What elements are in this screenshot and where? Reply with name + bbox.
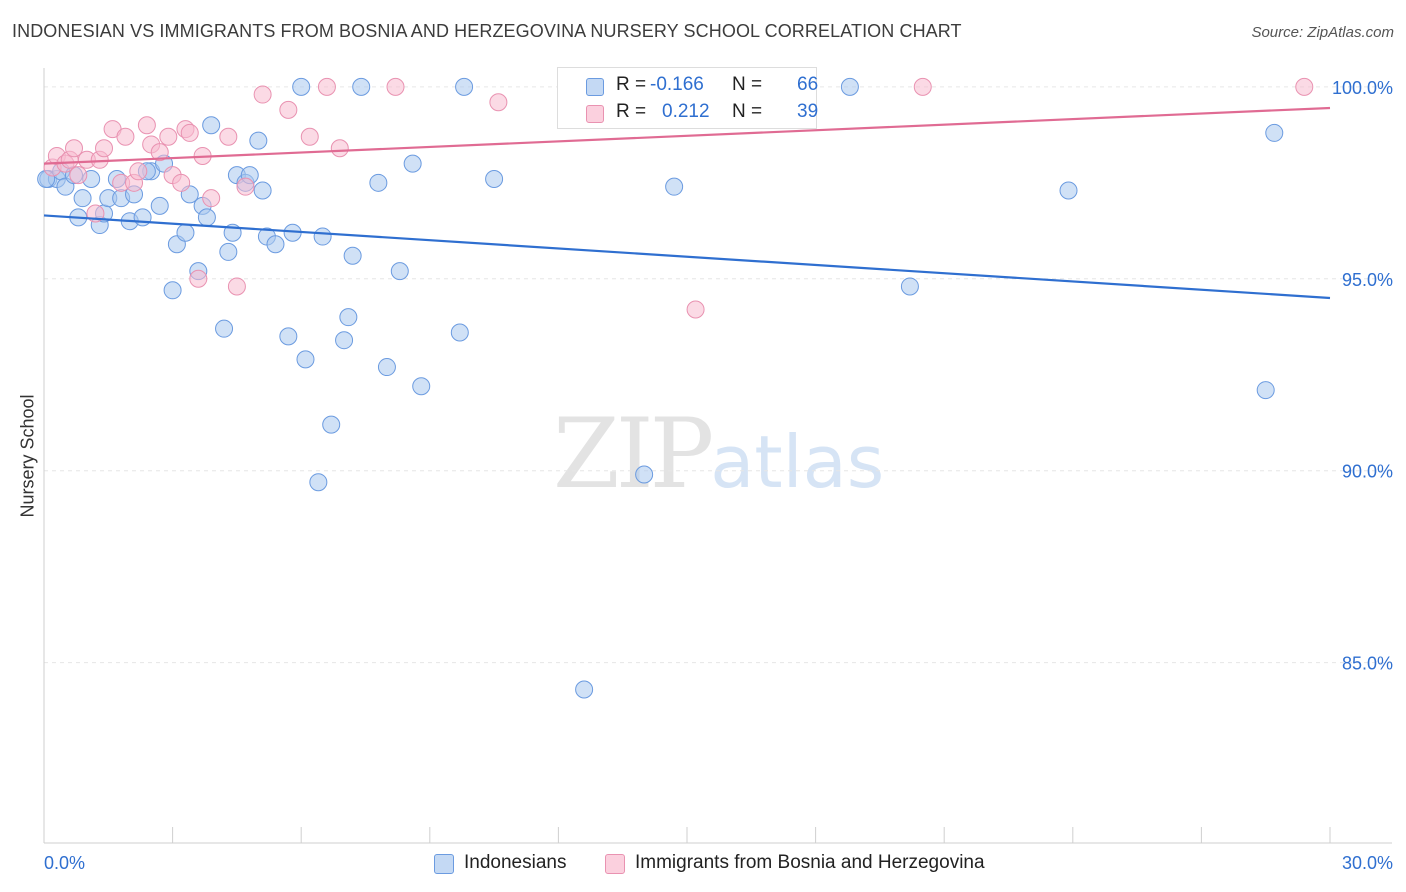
bosnia-point (386, 77, 405, 96)
watermark: ZIPatlas (553, 398, 884, 510)
legend-swatch-blue (586, 78, 604, 96)
indonesians-point (219, 242, 238, 261)
bosnia-point (129, 162, 148, 181)
indonesians-point (202, 116, 221, 135)
indonesians-point (266, 235, 285, 254)
watermark-atlas: atlas (710, 420, 885, 504)
indonesians-point (253, 181, 272, 200)
y-tick-label: 90.0% (1342, 462, 1393, 482)
bosnia-point (159, 127, 178, 146)
indonesians-point (249, 131, 268, 150)
bosnia-point (330, 139, 349, 158)
bosnia-point (202, 189, 221, 208)
axes (43, 68, 1392, 844)
legend-n-value: 39 (797, 101, 819, 122)
bosnia-trend-line (43, 106, 1331, 165)
indonesians-point (1059, 181, 1078, 200)
indonesians-point (377, 358, 396, 377)
correlation-legend: R = -0.166 N = 66 R = 0.212 N = 39 (557, 67, 819, 129)
indonesians-point (133, 208, 152, 227)
indonesians-point (485, 169, 504, 188)
indonesians-point (163, 281, 182, 300)
bottom-legend-swatch-pink (605, 854, 625, 874)
bosnia-point (489, 93, 508, 112)
bosnia-point (279, 100, 298, 119)
indonesians-point (450, 323, 469, 342)
indonesians-point (73, 189, 92, 208)
indonesians-point (176, 223, 195, 242)
indonesians-point (313, 227, 332, 246)
legend-n-label: N = (732, 74, 763, 95)
bosnia-point (219, 127, 238, 146)
bosnia-point (150, 143, 169, 162)
y-tick-label: 100.0% (1332, 78, 1393, 98)
legend-swatch-pink (586, 105, 604, 123)
legend-r-label: R = (616, 101, 647, 122)
indonesians-point (335, 331, 354, 350)
bottom-legend-label: Indonesians (464, 852, 567, 873)
indonesians-point (322, 415, 341, 434)
legend-r-value: 0.212 (662, 101, 710, 122)
bosnia-point (189, 269, 208, 288)
indonesians-point (390, 262, 409, 281)
indonesians-point (197, 208, 216, 227)
indonesians-points (37, 77, 1284, 699)
indonesians-point (412, 377, 431, 396)
indonesians-point (1265, 123, 1284, 142)
indonesians-point (1256, 381, 1275, 400)
legend-n-value: 66 (797, 74, 819, 95)
indonesians-point (309, 473, 328, 492)
indonesians-point (292, 77, 311, 96)
bottom-legend-label: Immigrants from Bosnia and Herzegovina (635, 852, 985, 873)
bosnia-point (69, 166, 88, 185)
indonesians-point (279, 327, 298, 346)
bottom-legend-swatch-blue (434, 854, 454, 874)
bosnia-point (116, 127, 135, 146)
indonesians-point (150, 196, 169, 215)
bosnia-point (95, 139, 114, 158)
indonesians-point (339, 308, 358, 327)
y-tick-label: 85.0% (1342, 654, 1393, 674)
indonesians-trend-line (43, 214, 1331, 300)
bosnia-point (137, 116, 156, 135)
indonesians-point (575, 680, 594, 699)
bosnia-point (913, 77, 932, 96)
bosnia-point (65, 139, 84, 158)
indonesians-point (455, 77, 474, 96)
x-tick-label: 0.0% (44, 853, 85, 873)
bosnia-point (253, 85, 272, 104)
trend-lines (43, 106, 1331, 300)
indonesians-point (352, 77, 371, 96)
indonesians-point (215, 319, 234, 338)
bosnia-points (43, 77, 1314, 319)
indonesians-point (403, 154, 422, 173)
source-label: Source: ZipAtlas.com (1251, 24, 1394, 41)
chart-title: INDONESIAN VS IMMIGRANTS FROM BOSNIA AND… (12, 21, 962, 41)
indonesians-point (665, 177, 684, 196)
bosnia-point (317, 77, 336, 96)
x-tick-label: 30.0% (1342, 853, 1393, 873)
legend-r-label: R = (616, 74, 647, 95)
y-tick-label: 95.0% (1342, 270, 1393, 290)
bosnia-point (172, 173, 191, 192)
indonesians-point (840, 77, 859, 96)
indonesians-point (296, 350, 315, 369)
bosnia-point (686, 300, 705, 319)
indonesians-point (369, 173, 388, 192)
bosnia-point (300, 127, 319, 146)
bosnia-point (1295, 77, 1314, 96)
indonesians-point (343, 246, 362, 265)
bosnia-point (180, 123, 199, 142)
indonesians-point (900, 277, 919, 296)
watermark-zip: ZIP (553, 398, 714, 510)
legend-r-value: -0.166 (650, 74, 704, 95)
bosnia-point (236, 177, 255, 196)
legend-n-label: N = (732, 101, 763, 122)
indonesians-point (635, 465, 654, 484)
tick-labels: 100.0% 95.0% 90.0% 85.0% 0.0% 30.0% (44, 78, 1393, 873)
bosnia-point (227, 277, 246, 296)
